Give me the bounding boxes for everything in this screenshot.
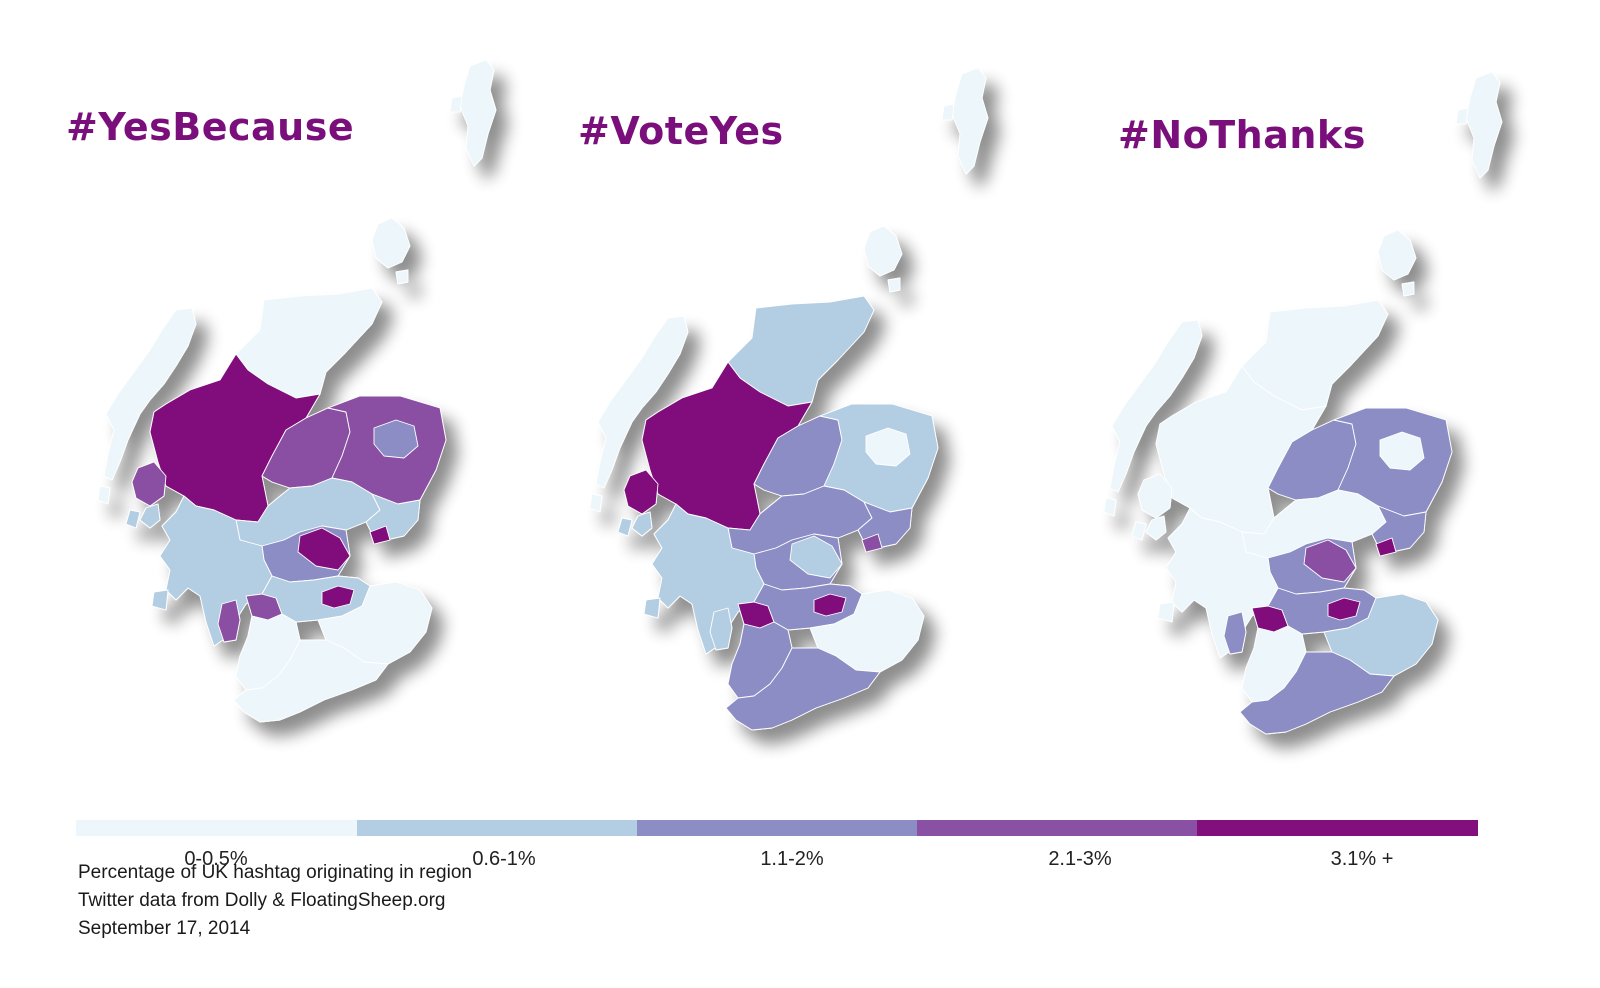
region-dumfries	[1239, 651, 1395, 735]
region-aberdeen	[373, 419, 419, 459]
region-fife	[789, 535, 843, 579]
region-orkney	[395, 269, 409, 285]
region-arran	[709, 607, 733, 651]
region-argyll	[631, 511, 653, 537]
legend-swatch-2	[637, 820, 917, 836]
region-edinburgh	[321, 585, 355, 609]
region-lewis	[1109, 319, 1203, 493]
region-lewis	[1103, 497, 1117, 517]
region-orkney	[1377, 229, 1417, 281]
region-argyll	[125, 509, 141, 529]
region-argyll	[139, 503, 161, 529]
scotland-map-2	[589, 67, 989, 731]
region-edinburgh	[813, 593, 847, 617]
region-lewis	[595, 315, 689, 489]
scotland-map-3	[1103, 71, 1503, 735]
legend-label-0: 0-0.5%	[184, 848, 248, 870]
region-skye	[131, 461, 167, 507]
region-shetland	[1465, 71, 1503, 179]
region-shetland	[1455, 107, 1469, 125]
map-title-1: #YesBecause	[66, 105, 355, 149]
region-arran	[1223, 611, 1247, 655]
region-argyll	[1165, 507, 1279, 659]
legend-swatch-1	[357, 820, 637, 836]
region-argyll	[159, 495, 273, 647]
region-shetland	[459, 59, 497, 167]
note-source: Twitter data from Dolly & FloatingSheep.…	[78, 890, 446, 911]
legend-label-4: 3.1% +	[1330, 848, 1394, 870]
region-argyll	[1157, 601, 1175, 623]
map-title-2: #VoteYes	[578, 109, 784, 153]
legend-label-2: 1.1-2%	[760, 848, 824, 870]
region-argyll	[1131, 521, 1147, 541]
region-lewis	[103, 307, 197, 481]
region-dundee	[861, 533, 883, 553]
region-shetland	[951, 67, 989, 175]
scotland-map-1	[97, 59, 497, 723]
region-orkney	[1401, 281, 1415, 297]
region-arran	[217, 599, 241, 643]
choropleth-maps	[97, 59, 1503, 735]
region-orkney	[371, 217, 411, 269]
region-shetland	[941, 103, 955, 121]
region-lewis	[589, 493, 603, 513]
region-aberdeen	[865, 427, 911, 467]
region-fife	[297, 527, 351, 571]
region-orkney	[887, 277, 901, 293]
region-argyll	[151, 589, 169, 611]
map-title-3: #NoThanks	[1118, 113, 1366, 157]
region-orkney	[863, 225, 903, 277]
legend-label-1: 0.6-1%	[472, 848, 536, 870]
note-description: Percentage of UK hashtag originating in …	[78, 862, 472, 883]
region-lewis	[97, 485, 111, 505]
region-dundee	[1375, 537, 1397, 557]
region-skye	[623, 469, 659, 515]
region-argyll	[643, 597, 661, 619]
region-dundee	[369, 525, 391, 545]
legend-swatch-0	[76, 820, 357, 836]
region-shetland	[449, 95, 463, 113]
legend-swatch-4	[1197, 820, 1478, 836]
region-fife	[1303, 539, 1357, 583]
region-edinburgh	[1327, 597, 1361, 621]
region-argyll	[651, 503, 765, 655]
legend-label-3: 2.1-3%	[1048, 848, 1112, 870]
note-date: September 17, 2014	[78, 918, 251, 939]
region-dumfries	[233, 639, 389, 723]
region-dumfries	[725, 647, 881, 731]
region-argyll	[617, 517, 633, 537]
region-skye	[1137, 473, 1173, 519]
legend-swatch-3	[917, 820, 1197, 836]
region-argyll	[1145, 515, 1167, 541]
region-aberdeen	[1379, 431, 1425, 471]
